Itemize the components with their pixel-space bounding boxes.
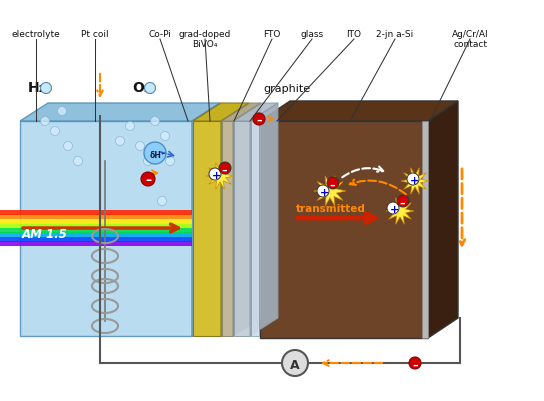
Text: +: +: [319, 188, 329, 198]
Polygon shape: [314, 176, 346, 207]
Circle shape: [115, 137, 125, 146]
Polygon shape: [233, 104, 261, 336]
Circle shape: [40, 83, 52, 94]
Polygon shape: [234, 104, 278, 122]
Polygon shape: [193, 122, 221, 336]
Text: AM 1.5: AM 1.5: [22, 227, 68, 241]
Circle shape: [209, 168, 221, 180]
Polygon shape: [386, 198, 414, 225]
Text: A: A: [290, 358, 300, 371]
Text: +: +: [410, 176, 419, 186]
Text: glass: glass: [300, 30, 324, 39]
Circle shape: [135, 142, 145, 151]
Text: Ag/Cr/Al
contact: Ag/Cr/Al contact: [452, 30, 489, 49]
Polygon shape: [251, 122, 259, 336]
Circle shape: [145, 83, 156, 94]
Circle shape: [282, 350, 308, 376]
Text: –: –: [256, 116, 262, 126]
Polygon shape: [0, 223, 192, 229]
Circle shape: [219, 162, 231, 174]
Polygon shape: [0, 215, 192, 219]
Text: electrolyte: electrolyte: [11, 30, 60, 39]
Text: –: –: [399, 198, 405, 208]
Polygon shape: [20, 104, 220, 122]
Text: ITO: ITO: [347, 30, 362, 39]
Polygon shape: [0, 233, 192, 237]
Text: grad-doped
BiVO₄: grad-doped BiVO₄: [179, 30, 231, 49]
Text: +: +: [390, 205, 399, 215]
Circle shape: [317, 186, 329, 198]
Polygon shape: [234, 122, 250, 336]
Text: +: +: [212, 171, 221, 181]
Text: H₂: H₂: [28, 81, 46, 95]
Circle shape: [253, 114, 265, 126]
Circle shape: [158, 197, 166, 206]
Polygon shape: [221, 104, 249, 336]
Polygon shape: [0, 219, 192, 224]
Polygon shape: [260, 102, 458, 122]
Polygon shape: [193, 104, 249, 122]
Circle shape: [397, 196, 409, 207]
Circle shape: [144, 157, 152, 166]
Circle shape: [165, 157, 175, 166]
Text: graphite: graphite: [263, 84, 310, 94]
Text: O₂: O₂: [132, 81, 150, 95]
Circle shape: [387, 203, 399, 215]
Circle shape: [58, 107, 66, 116]
Polygon shape: [428, 102, 458, 338]
Circle shape: [151, 117, 159, 126]
Polygon shape: [0, 210, 192, 215]
Polygon shape: [0, 237, 192, 242]
Polygon shape: [0, 228, 192, 233]
Circle shape: [409, 357, 421, 369]
Polygon shape: [260, 122, 428, 338]
Text: 2-jn a-Si: 2-jn a-Si: [376, 30, 413, 39]
Text: δH⁺: δH⁺: [150, 151, 166, 160]
Circle shape: [144, 143, 166, 164]
Circle shape: [64, 142, 72, 151]
Circle shape: [141, 172, 155, 186]
Text: FTO: FTO: [263, 30, 281, 39]
Polygon shape: [206, 163, 234, 190]
Circle shape: [327, 178, 339, 190]
Text: –: –: [145, 174, 151, 186]
Text: –: –: [221, 165, 227, 175]
Text: –: –: [330, 180, 335, 190]
Circle shape: [51, 127, 59, 136]
Circle shape: [40, 117, 50, 126]
Circle shape: [126, 122, 134, 131]
Text: Co-Pi: Co-Pi: [149, 30, 171, 39]
Circle shape: [407, 174, 419, 186]
Text: Pt coil: Pt coil: [81, 30, 109, 39]
Circle shape: [145, 177, 154, 186]
Text: transmitted: transmitted: [296, 203, 366, 213]
Text: –: –: [412, 360, 418, 370]
Polygon shape: [250, 104, 278, 336]
Polygon shape: [0, 241, 192, 246]
Circle shape: [73, 157, 83, 166]
Polygon shape: [192, 104, 220, 336]
Polygon shape: [222, 122, 233, 336]
Circle shape: [160, 132, 170, 141]
Polygon shape: [222, 104, 261, 122]
Polygon shape: [20, 122, 192, 336]
Polygon shape: [401, 168, 429, 195]
Polygon shape: [422, 122, 428, 338]
